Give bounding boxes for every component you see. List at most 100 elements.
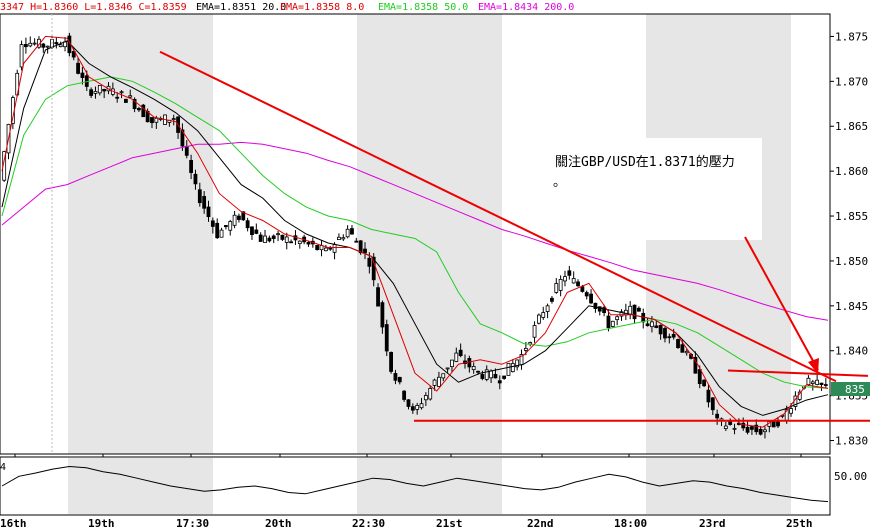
ema50-line bbox=[1, 76, 829, 389]
candle-body bbox=[363, 248, 367, 254]
candle-body bbox=[406, 399, 411, 407]
ema200-line bbox=[1, 141, 829, 321]
candle-body bbox=[710, 397, 715, 411]
candle-body bbox=[606, 315, 611, 329]
candle-body bbox=[289, 241, 294, 244]
candle-body bbox=[671, 333, 676, 338]
annotation: 關注GBP/USD在1.8371的壓力 。 bbox=[548, 138, 819, 374]
ema200-readout: EMA=1.8434 200.0 bbox=[478, 2, 574, 13]
ohlc-readout: 3347 H=1.8360 L=1.8346 C=1.8359 bbox=[0, 2, 187, 13]
candle-body bbox=[93, 91, 98, 94]
y-tick-label: 1.865 bbox=[835, 120, 868, 133]
candle-body bbox=[19, 44, 24, 68]
candle-body bbox=[180, 129, 185, 147]
candle-body bbox=[810, 381, 815, 384]
candle-body bbox=[597, 306, 602, 312]
candle-body bbox=[354, 240, 359, 243]
x-tick-label: 19th bbox=[88, 517, 115, 530]
candle-body bbox=[306, 241, 311, 245]
candle-body bbox=[150, 117, 154, 124]
candle-body bbox=[593, 302, 598, 309]
x-tick-label: 20th bbox=[265, 517, 292, 530]
candle-body bbox=[650, 321, 654, 328]
candle-body bbox=[415, 405, 420, 410]
candle-body bbox=[480, 374, 485, 379]
candle-body bbox=[663, 328, 667, 339]
candle-body bbox=[454, 352, 459, 362]
candle-body bbox=[115, 96, 120, 99]
header-strip: 3347 H=1.8360 L=1.8346 C=1.8359 EMA=1.83… bbox=[0, 2, 574, 13]
candle-body bbox=[723, 425, 728, 429]
candle-body bbox=[350, 228, 354, 235]
osc-session-shade bbox=[646, 458, 791, 514]
candle-body bbox=[71, 51, 76, 58]
x-tick-label: 22nd bbox=[527, 517, 554, 530]
candle-body bbox=[367, 257, 372, 267]
candle-body bbox=[789, 408, 793, 414]
session-shade bbox=[68, 14, 213, 454]
trendline bbox=[159, 50, 837, 383]
candle-body bbox=[397, 376, 402, 383]
x-tick-label: 22:30 bbox=[352, 517, 385, 530]
ema20-line bbox=[1, 40, 829, 416]
annotation-arrow-shaft bbox=[744, 236, 819, 371]
candle-body bbox=[41, 43, 46, 48]
candle-body bbox=[276, 233, 280, 236]
x-tick-label: 18:00 bbox=[614, 517, 647, 530]
annotation-text-line2: 。 bbox=[553, 175, 566, 190]
y-tick-label: 1.850 bbox=[835, 255, 868, 268]
candle-body bbox=[202, 196, 207, 209]
x-tick-label: 16th bbox=[0, 517, 27, 530]
candle-body bbox=[458, 349, 463, 356]
candle-body bbox=[576, 281, 580, 287]
candle-body bbox=[267, 237, 272, 242]
candle-body bbox=[332, 244, 337, 253]
trendline bbox=[727, 369, 869, 377]
candle-body bbox=[580, 286, 585, 292]
ema8-readout: EMA=1.8358 8.0 bbox=[280, 2, 364, 13]
candle-body bbox=[741, 422, 746, 429]
candle-body bbox=[702, 379, 706, 387]
candle-body bbox=[137, 108, 141, 111]
y-tick-label: 1.830 bbox=[835, 435, 868, 448]
candle-body bbox=[263, 235, 267, 243]
candle-body bbox=[245, 220, 250, 229]
candle-body bbox=[284, 236, 289, 243]
candle-body bbox=[280, 234, 285, 240]
candle-body bbox=[632, 304, 637, 320]
oscillator-line bbox=[1, 465, 829, 503]
candle-body bbox=[467, 358, 472, 368]
candle-body bbox=[210, 220, 215, 227]
candle-body bbox=[271, 235, 276, 239]
candle-body bbox=[258, 234, 263, 242]
candle-body bbox=[250, 226, 254, 236]
price-panel-frame bbox=[0, 13, 831, 455]
candle-body bbox=[184, 146, 189, 156]
candle-body bbox=[658, 325, 663, 335]
candle-body bbox=[667, 336, 672, 339]
candle-body bbox=[124, 98, 128, 103]
candle-body bbox=[76, 62, 80, 74]
oscillator-panel-frame bbox=[0, 456, 831, 516]
candle-body bbox=[154, 117, 159, 123]
annotation-box bbox=[548, 138, 762, 240]
y-tick-label: 1.870 bbox=[835, 75, 868, 88]
candle-body bbox=[232, 214, 237, 226]
candle-body bbox=[506, 362, 511, 376]
candle-body bbox=[432, 379, 437, 386]
candle-body bbox=[823, 384, 828, 386]
candle-body bbox=[380, 302, 385, 328]
candle-body bbox=[645, 323, 650, 327]
price-axis: 1.875 1.870 1.865 1.860 1.855 1.850 1.845 1.840… bbox=[830, 30, 868, 448]
candle-body bbox=[28, 42, 33, 47]
candle-body bbox=[32, 42, 37, 45]
last-price-box bbox=[831, 382, 870, 396]
candle-body bbox=[119, 91, 124, 94]
candle-body bbox=[197, 189, 202, 204]
candle-body bbox=[680, 344, 685, 353]
candle-body bbox=[615, 316, 620, 321]
candle-body bbox=[715, 413, 720, 419]
oscillator-label: 4 bbox=[0, 462, 6, 473]
ema-lines bbox=[1, 35, 829, 428]
y-tick-label: 1.860 bbox=[835, 165, 868, 178]
